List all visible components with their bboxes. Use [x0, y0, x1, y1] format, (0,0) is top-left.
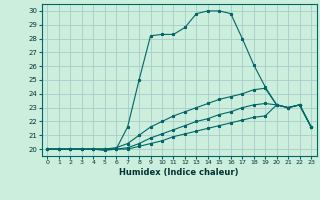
X-axis label: Humidex (Indice chaleur): Humidex (Indice chaleur) — [119, 168, 239, 177]
